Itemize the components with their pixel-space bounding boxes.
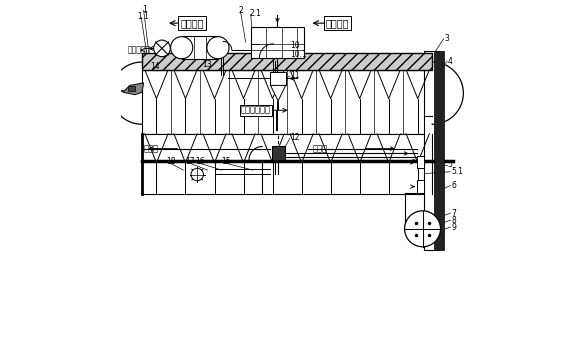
Text: 2: 2 <box>239 6 243 15</box>
Text: 烟气流动方向: 烟气流动方向 <box>241 106 271 115</box>
Text: 17: 17 <box>185 157 195 166</box>
Circle shape <box>153 40 171 57</box>
Text: 13: 13 <box>202 60 212 69</box>
Bar <box>272 146 285 160</box>
Text: 14: 14 <box>151 62 160 71</box>
Text: 15: 15 <box>222 157 231 166</box>
Bar <box>417 180 425 193</box>
Text: 12: 12 <box>290 133 300 142</box>
Text: 热返矿: 热返矿 <box>144 144 159 153</box>
Text: 7: 7 <box>451 209 456 218</box>
Text: 4: 4 <box>448 57 453 66</box>
Polygon shape <box>123 83 143 95</box>
Bar <box>128 86 135 91</box>
Text: 1: 1 <box>142 5 146 14</box>
Text: 6: 6 <box>451 181 456 190</box>
Text: 11: 11 <box>290 70 300 79</box>
Text: 16: 16 <box>195 157 205 166</box>
Text: 10.1: 10.1 <box>290 50 308 59</box>
Text: 台车走向: 台车走向 <box>181 18 204 28</box>
Text: 8: 8 <box>451 215 456 225</box>
Bar <box>434 51 445 249</box>
Text: 1.1: 1.1 <box>137 12 149 21</box>
Text: 台车走向: 台车走向 <box>325 18 349 28</box>
Polygon shape <box>270 85 286 101</box>
Text: 9: 9 <box>451 222 456 231</box>
Circle shape <box>191 168 203 181</box>
Circle shape <box>405 211 440 247</box>
Bar <box>142 70 432 134</box>
Text: 氥青搞拌机: 氥青搞拌机 <box>128 45 151 54</box>
Bar <box>423 51 439 249</box>
Text: 3: 3 <box>445 34 449 43</box>
Bar <box>417 156 425 168</box>
Text: 5.1: 5.1 <box>451 167 463 176</box>
Bar <box>182 36 218 59</box>
Bar <box>251 27 305 58</box>
Circle shape <box>171 37 193 59</box>
Text: 2.1: 2.1 <box>249 9 261 18</box>
Circle shape <box>207 37 229 59</box>
Bar <box>270 71 286 85</box>
Bar <box>142 52 432 70</box>
Bar <box>142 134 432 194</box>
Text: 10: 10 <box>290 41 300 50</box>
Text: 5: 5 <box>448 160 453 169</box>
Text: 18: 18 <box>166 157 176 166</box>
Text: 热返矿: 热返矿 <box>313 144 328 153</box>
